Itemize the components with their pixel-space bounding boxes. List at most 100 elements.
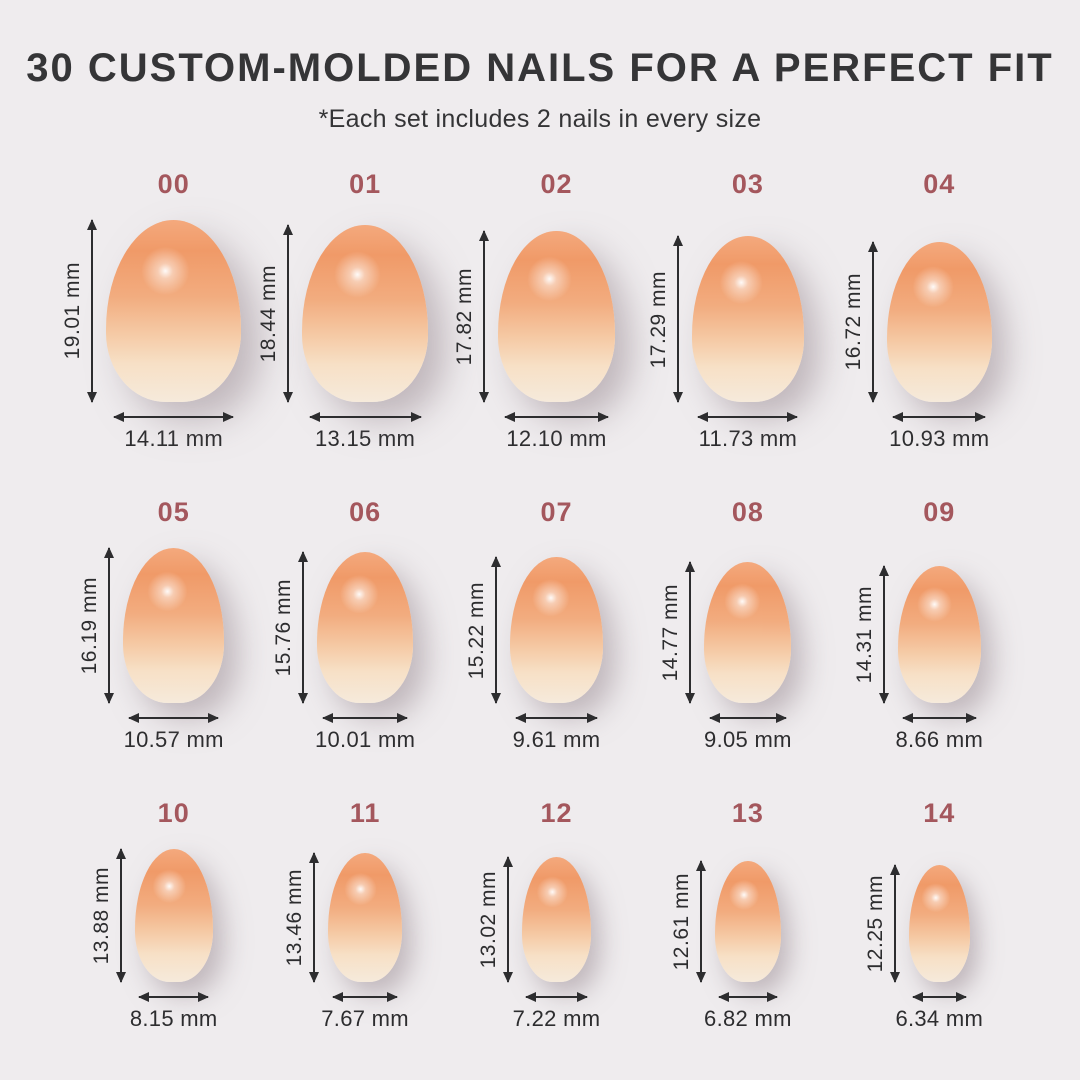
nail-wrap: 17.29 mm xyxy=(647,236,805,403)
size-number-label: 09 xyxy=(923,497,956,528)
nail-zone: 14.31 mm xyxy=(853,548,981,704)
size-number-label: 08 xyxy=(731,497,764,528)
height-measure: 18.44 mm xyxy=(256,225,289,403)
vertical-double-arrow-icon xyxy=(90,219,93,403)
nail-image xyxy=(134,848,213,983)
width-measure: 6.34 mm xyxy=(895,996,983,1032)
size-number-label: 14 xyxy=(923,798,956,829)
height-value-label: 18.44 mm xyxy=(256,264,280,363)
nail-zone: 17.82 mm xyxy=(453,220,615,403)
vertical-double-arrow-icon xyxy=(882,565,885,704)
nail-size-cell: 12 13.02 mm 7.22 mm xyxy=(461,799,652,1032)
width-value-label: 13.15 mm xyxy=(314,426,416,452)
width-value-label: 10.93 mm xyxy=(889,426,990,452)
nail-wrap: 16.72 mm xyxy=(842,241,992,403)
size-number-label: 11 xyxy=(349,798,381,829)
height-measure: 19.01 mm xyxy=(61,219,93,403)
width-measure: 10.01 mm xyxy=(315,717,415,753)
horizontal-double-arrow-icon xyxy=(525,996,587,999)
width-measure: 11.73 mm xyxy=(698,416,798,452)
size-number-label: 05 xyxy=(157,497,190,528)
nail-size-cell: 01 18.44 mm 13.15 mm xyxy=(257,169,460,452)
nail-zone: 15.22 mm xyxy=(465,548,603,704)
width-value-label: 7.67 mm xyxy=(321,1006,409,1032)
nail-zone: 18.44 mm xyxy=(257,220,429,403)
nail-zone: 19.01 mm xyxy=(61,219,242,403)
horizontal-double-arrow-icon xyxy=(332,996,398,999)
size-number-label: 10 xyxy=(157,798,190,829)
nail-zone: 17.29 mm xyxy=(647,220,805,403)
height-value-label: 17.29 mm xyxy=(646,270,670,368)
nail-image xyxy=(301,225,429,403)
vertical-double-arrow-icon xyxy=(676,236,679,403)
height-measure: 12.61 mm xyxy=(670,861,703,983)
height-value-label: 16.72 mm xyxy=(841,273,865,371)
page-title: 30 CUSTOM-MOLDED NAILS FOR A PERFECT FIT xyxy=(26,46,1054,90)
width-measure: 7.22 mm xyxy=(513,996,601,1032)
nail-wrap: 13.88 mm xyxy=(90,848,213,983)
horizontal-double-arrow-icon xyxy=(309,416,421,419)
width-value-label: 10.01 mm xyxy=(314,727,416,753)
vertical-double-arrow-icon xyxy=(483,231,486,403)
vertical-double-arrow-icon xyxy=(119,848,122,983)
nail-size-cell: 09 14.31 mm 8.66 mm xyxy=(844,497,1035,753)
horizontal-double-arrow-icon xyxy=(709,717,787,720)
width-value-label: 8.66 mm xyxy=(895,727,984,753)
height-measure: 17.82 mm xyxy=(453,231,486,403)
size-number-label: 06 xyxy=(349,497,382,528)
horizontal-double-arrow-icon xyxy=(698,416,798,419)
size-number-label: 00 xyxy=(157,169,190,199)
nail-image xyxy=(521,857,592,983)
nail-size-cell: 07 15.22 mm 9.61 mm xyxy=(461,497,652,753)
height-value-label: 15.76 mm xyxy=(272,578,296,677)
width-value-label: 9.05 mm xyxy=(704,727,792,753)
nail-wrap: 13.46 mm xyxy=(283,853,402,983)
nail-zone: 13.88 mm xyxy=(90,848,213,983)
nail-size-cell: 13 12.61 mm 6.82 mm xyxy=(652,799,843,1032)
nail-zone: 14.77 mm xyxy=(659,548,792,704)
nail-zone: 13.02 mm xyxy=(477,849,592,983)
nail-image xyxy=(704,561,792,704)
nail-wrap: 15.22 mm xyxy=(465,557,603,704)
horizontal-double-arrow-icon xyxy=(515,717,598,720)
height-value-label: 13.88 mm xyxy=(89,866,113,965)
horizontal-double-arrow-icon xyxy=(902,717,976,720)
horizontal-double-arrow-icon xyxy=(505,416,608,419)
nail-wrap: 18.44 mm xyxy=(257,225,429,403)
width-measure: 8.15 mm xyxy=(130,996,218,1032)
width-measure: 9.61 mm xyxy=(513,717,601,753)
nail-size-cell: 08 14.77 mm 9.05 mm xyxy=(652,497,843,753)
width-measure: 13.15 mm xyxy=(309,416,421,452)
height-measure: 16.19 mm xyxy=(78,547,110,704)
nail-image xyxy=(498,231,615,403)
vertical-double-arrow-icon xyxy=(313,853,316,983)
page-subtitle: *Each set includes 2 nails in every size xyxy=(318,105,762,133)
nail-wrap: 14.31 mm xyxy=(853,565,981,704)
height-measure: 13.88 mm xyxy=(89,848,122,983)
size-number-label: 13 xyxy=(731,798,764,829)
height-measure: 14.77 mm xyxy=(659,561,692,704)
height-measure: 12.25 mm xyxy=(864,864,896,983)
height-value-label: 14.31 mm xyxy=(852,585,876,684)
nail-size-cell: 02 17.82 mm 12.10 mm xyxy=(453,169,652,452)
nail-zone: 16.19 mm xyxy=(78,547,225,704)
nail-size-cell: 14 12.25 mm 6.34 mm xyxy=(844,799,1035,1032)
nail-image xyxy=(715,861,781,983)
nail-zone: 12.61 mm xyxy=(670,849,781,983)
horizontal-double-arrow-icon xyxy=(912,996,967,999)
nail-wrap: 13.02 mm xyxy=(477,857,592,983)
width-measure: 14.11 mm xyxy=(114,416,234,452)
width-value-label: 9.61 mm xyxy=(512,727,601,753)
nail-size-cell: 04 16.72 mm 10.93 mm xyxy=(842,169,1035,452)
nail-image xyxy=(122,547,225,704)
width-measure: 12.10 mm xyxy=(505,416,608,452)
nail-image xyxy=(897,565,981,704)
nail-size-cell: 11 13.46 mm 7.67 mm xyxy=(269,799,460,1032)
nail-image xyxy=(317,552,414,704)
nail-image xyxy=(908,864,970,983)
vertical-double-arrow-icon xyxy=(286,225,289,403)
width-value-label: 8.15 mm xyxy=(129,1006,218,1032)
horizontal-double-arrow-icon xyxy=(114,416,234,419)
width-measure: 7.67 mm xyxy=(321,996,409,1032)
nail-wrap: 12.25 mm xyxy=(864,864,970,983)
